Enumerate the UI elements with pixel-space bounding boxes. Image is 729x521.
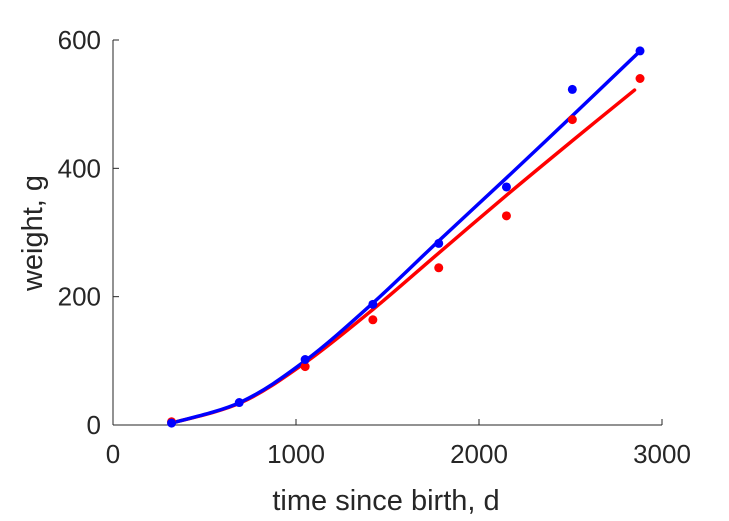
x-axis-label: time since birth, d [272, 485, 499, 517]
fit-curves [169, 51, 640, 425]
series-1-point [368, 315, 378, 325]
series-2-point [567, 84, 577, 94]
series-2-point [167, 418, 177, 428]
y-tick-label: 400 [58, 153, 101, 183]
series-2-point [434, 238, 444, 248]
data-points [167, 46, 645, 428]
series-2-point [501, 182, 511, 192]
series-1-point [501, 211, 511, 221]
series-2-point [368, 299, 378, 309]
series-2-point [635, 46, 645, 56]
x-tick-label: 0 [106, 439, 120, 469]
x-tick-label: 3000 [633, 439, 691, 469]
y-tick-label: 0 [87, 410, 101, 440]
ticks: 0 1000 2000 3000 0 200 400 600 [58, 25, 691, 469]
axes [112, 40, 662, 426]
x-tick-label: 1000 [267, 439, 325, 469]
series-2-point [234, 398, 244, 408]
y-tick-label: 600 [58, 25, 101, 55]
x-tick-label: 2000 [450, 439, 508, 469]
y-axis-label: weight, g [17, 175, 49, 292]
series-1-point [434, 263, 444, 273]
series-2-fit-line [169, 51, 640, 425]
series-1-point [300, 362, 310, 372]
y-tick-label: 200 [58, 282, 101, 312]
series-2-point [300, 355, 310, 365]
series-1-point [635, 74, 645, 83]
series-1-point [567, 115, 577, 125]
series-1-fit-line [169, 88, 637, 425]
